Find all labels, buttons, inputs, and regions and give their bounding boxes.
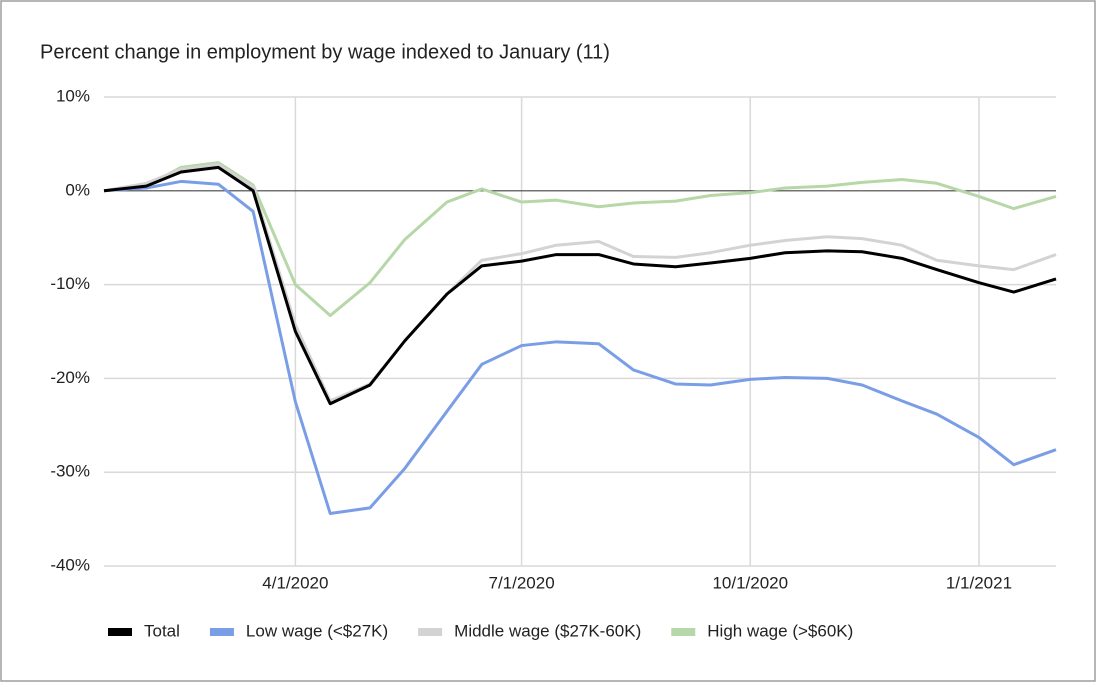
y-tick-label: -10% xyxy=(50,274,90,293)
x-tick-label: 1/1/2021 xyxy=(946,573,1012,592)
x-tick-label: 4/1/2020 xyxy=(262,573,328,592)
series-line xyxy=(103,161,1057,318)
legend-label: Middle wage ($27K-60K) xyxy=(454,621,641,640)
legend-label: Low wage (<$27K) xyxy=(246,621,388,640)
legend-swatch xyxy=(671,628,696,636)
series-line xyxy=(103,179,1057,515)
series-line xyxy=(103,165,1057,406)
x-tick-label: 7/1/2020 xyxy=(488,573,554,592)
y-tick-label: 0% xyxy=(65,180,90,199)
y-tick-label: -40% xyxy=(50,555,90,574)
legend-label: High wage (>$60K) xyxy=(707,621,853,640)
x-tick-label: 10/1/2020 xyxy=(712,573,788,592)
chart-title: Percent change in employment by wage ind… xyxy=(40,41,610,63)
legend-swatch xyxy=(209,628,234,636)
legend-swatch xyxy=(418,628,443,636)
y-tick-label: 10% xyxy=(56,86,90,105)
legend-swatch xyxy=(108,628,132,636)
y-tick-label: -20% xyxy=(50,368,90,387)
y-tick-label: -30% xyxy=(50,462,90,481)
legend-label: Total xyxy=(144,621,180,640)
